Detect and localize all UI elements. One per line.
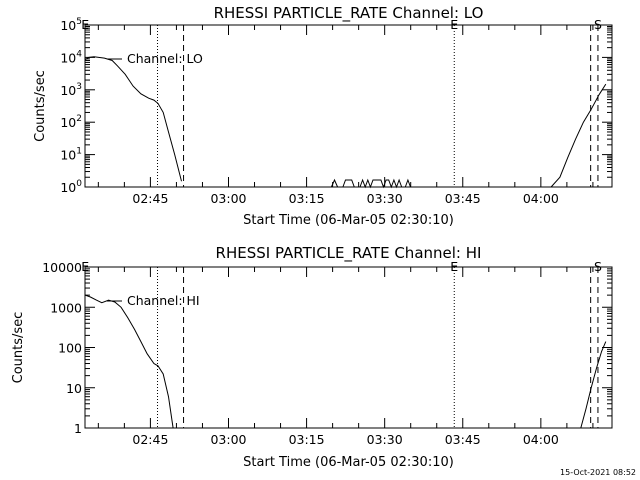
series-line <box>342 179 355 188</box>
y-tick-label: 102 <box>60 114 82 130</box>
marker-label: E <box>81 259 89 274</box>
legend-label: Channel: LO <box>127 51 203 66</box>
y-axis-label: Counts/sec <box>11 312 26 384</box>
y-tick-label: 10 <box>66 381 82 396</box>
x-axis-label: Start Time (06-Mar-05 02:30:10) <box>243 213 454 228</box>
x-tick-label: 03:45 <box>445 191 481 206</box>
x-tick-label: 04:00 <box>523 432 559 447</box>
series-line <box>550 83 607 188</box>
marker-label: S <box>594 259 602 274</box>
plot-frame <box>84 266 613 429</box>
x-tick-label: 02:45 <box>132 432 168 447</box>
y-tick-label: 10000 <box>42 260 82 275</box>
series-line <box>84 56 182 182</box>
x-tick-label: 03:15 <box>289 191 325 206</box>
x-tick-label: 03:00 <box>210 432 246 447</box>
legend-label: Channel: HI <box>127 293 200 308</box>
x-tick-label: 02:45 <box>132 191 168 206</box>
y-tick-label: 105 <box>60 17 82 33</box>
y-tick-label: 103 <box>60 82 82 98</box>
y-tick-label: 1 <box>74 421 82 436</box>
chart-title: RHESSI PARTICLE_RATE Channel: LO <box>214 4 484 23</box>
y-tick-label: 101 <box>60 147 82 163</box>
plot-frame <box>84 24 613 188</box>
chart-panel-lo: RHESSI PARTICLE_RATE Channel: LO 02:45 03:… <box>33 4 613 228</box>
marker-label: E <box>450 259 458 274</box>
series-line <box>359 178 403 189</box>
series-line <box>330 178 339 188</box>
y-axis-label: Counts/sec <box>33 70 48 142</box>
footer-timestamp: 15-Oct-2021 08:52 <box>560 468 636 477</box>
x-tick-label: 03:00 <box>210 191 246 206</box>
y-tick-label: 100 <box>58 341 82 356</box>
y-tick-label: 104 <box>60 49 82 65</box>
marker-label: S <box>594 17 602 32</box>
marker-label: E <box>81 17 89 32</box>
x-axis-label: Start Time (06-Mar-05 02:30:10) <box>243 455 454 470</box>
chart-title: RHESSI PARTICLE_RATE Channel: HI <box>216 244 482 263</box>
x-tick-label: 03:45 <box>445 432 481 447</box>
series-line <box>85 294 174 429</box>
series-line <box>404 178 411 188</box>
chart-panel-hi: RHESSI PARTICLE_RATE Channel: HI 02:45 03:… <box>11 244 613 470</box>
x-tick-label: 03:15 <box>289 432 325 447</box>
series-line <box>580 341 607 429</box>
x-tick-label: 03:30 <box>367 432 403 447</box>
x-tick-label: 03:30 <box>367 191 403 206</box>
y-tick-label: 1000 <box>50 300 82 315</box>
y-tick-label: 100 <box>60 179 82 195</box>
marker-label: E <box>450 17 458 32</box>
x-tick-label: 04:00 <box>523 191 559 206</box>
